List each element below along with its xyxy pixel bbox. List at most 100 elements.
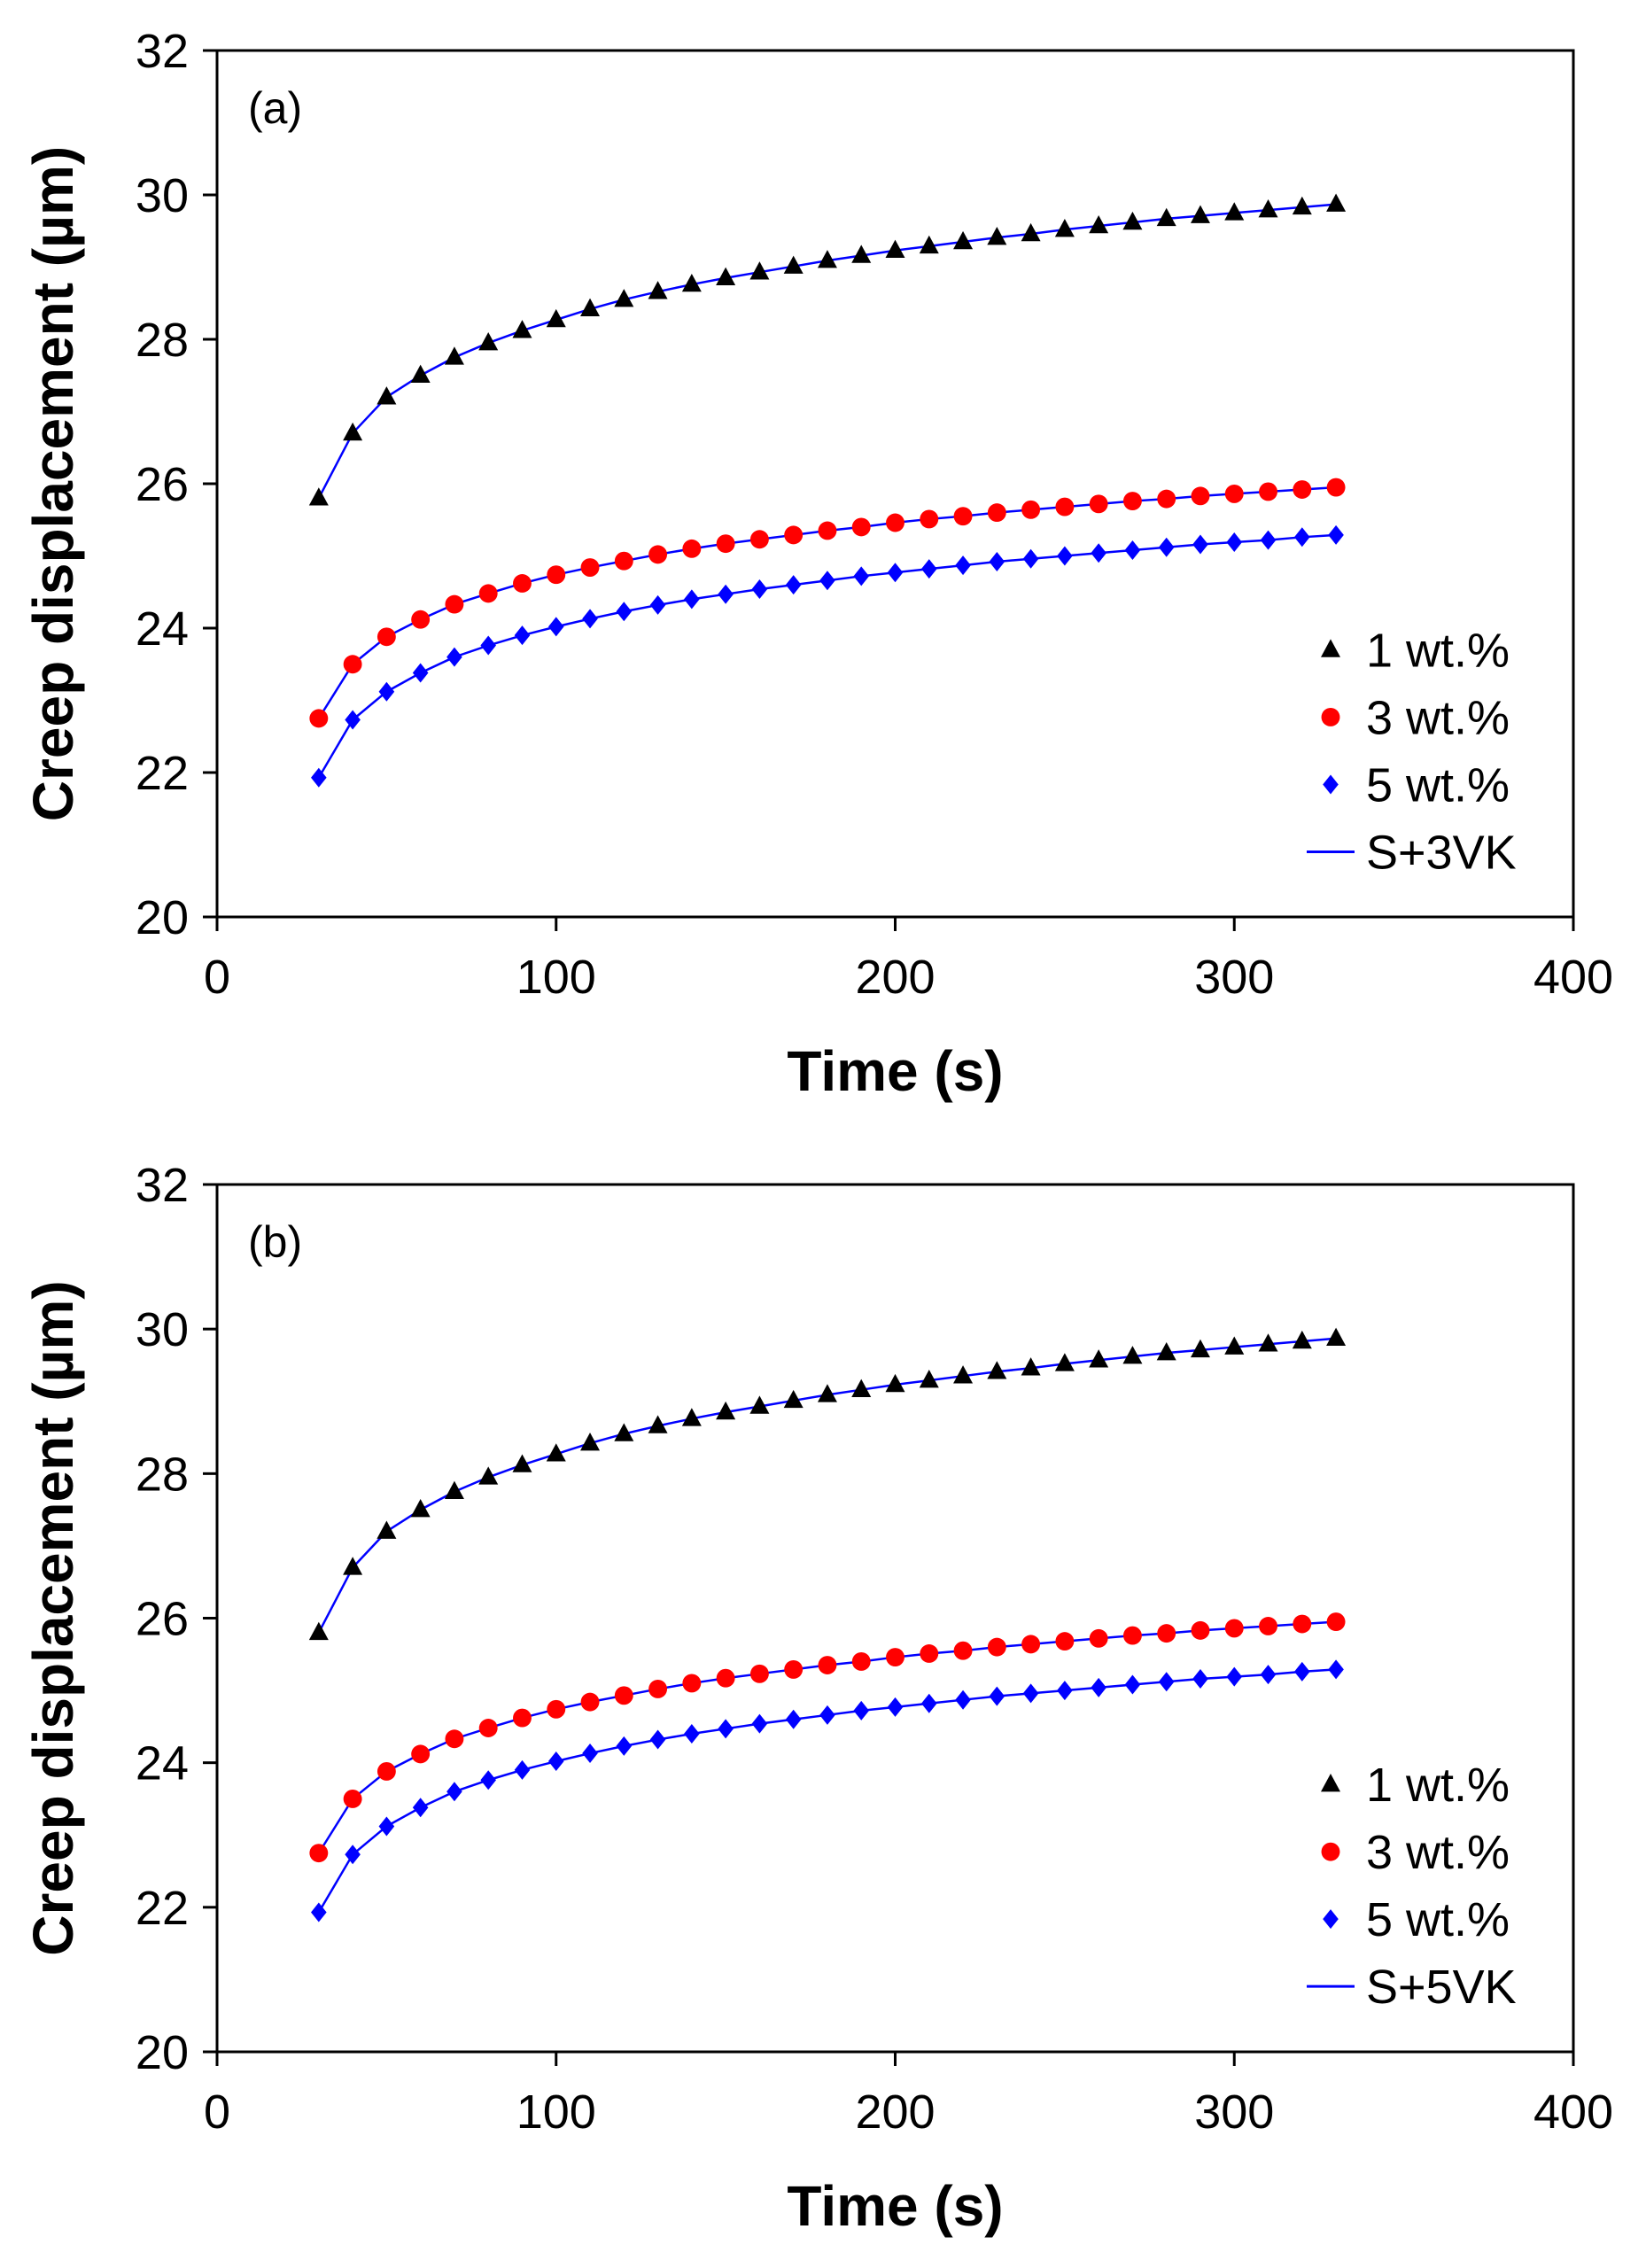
marker-diamond [1158, 537, 1175, 557]
marker-circle [1326, 1612, 1346, 1632]
marker-circle [411, 610, 431, 629]
marker-diamond [1323, 774, 1339, 795]
x-tick-label: 400 [1533, 951, 1613, 1004]
marker-triangle [681, 1408, 702, 1426]
marker-circle [1055, 1632, 1075, 1651]
series-1-wt- [308, 1327, 1347, 1641]
legend-label: 1 wt.% [1366, 1759, 1510, 1812]
marker-triangle [1224, 1336, 1245, 1355]
legend-label: 5 wt.% [1366, 758, 1510, 812]
marker-circle [784, 1659, 804, 1679]
marker-circle [1021, 1635, 1041, 1654]
marker-triangle [1292, 196, 1312, 215]
y-tick-label: 28 [136, 1448, 189, 1501]
marker-triangle [478, 331, 499, 351]
marker-diamond [1260, 1665, 1277, 1685]
marker-circle [1157, 489, 1176, 509]
marker-circle [818, 521, 837, 540]
marker-triangle [1089, 214, 1109, 234]
marker-triangle [817, 250, 837, 268]
marker-circle [411, 1744, 431, 1764]
marker-triangle [851, 1379, 872, 1397]
y-tick-label: 26 [136, 1593, 189, 1646]
marker-diamond [1294, 527, 1310, 548]
marker-diamond [311, 767, 327, 788]
marker-diamond [819, 1705, 835, 1725]
marker-diamond [785, 1709, 802, 1729]
marker-diamond [412, 1798, 429, 1818]
x-tick-label: 0 [204, 951, 230, 1004]
marker-triangle [1156, 1341, 1176, 1361]
marker-triangle [987, 1361, 1007, 1379]
panel-label: (a) [248, 83, 302, 133]
marker-triangle [580, 298, 601, 317]
marker-diamond [785, 575, 802, 595]
marker-triangle [377, 1520, 397, 1539]
marker-circle [987, 503, 1006, 523]
legend-label: S+3VK [1366, 826, 1517, 879]
marker-diamond [480, 1770, 496, 1790]
marker-triangle [478, 1466, 499, 1485]
legend-label: 3 wt.% [1366, 1826, 1510, 1879]
marker-triangle [410, 364, 431, 383]
y-tick-label: 20 [136, 891, 189, 944]
marker-triangle [885, 239, 905, 259]
marker-circle [513, 1708, 532, 1728]
y-axis-label: Creep displacement (µm) [21, 1280, 85, 1955]
marker-diamond [989, 1686, 1005, 1706]
marker-diamond [345, 710, 361, 730]
marker-diamond [378, 1816, 395, 1837]
marker-diamond [819, 571, 835, 591]
marker-triangle [681, 273, 702, 292]
marker-diamond [955, 1689, 971, 1710]
marker-diamond [853, 1700, 870, 1720]
marker-triangle [546, 308, 566, 328]
marker-diamond [920, 1693, 937, 1713]
marker-triangle [783, 1389, 804, 1409]
marker-triangle [716, 267, 736, 285]
x-tick-label: 100 [516, 951, 596, 1004]
marker-diamond [1022, 548, 1039, 569]
marker-circle [614, 551, 633, 571]
marker-circle [377, 627, 396, 647]
chart-panel-b: 20 22 24 26 28 30 32 0 100 200 300 400 Time (s) Creep… [21, 1159, 1613, 2238]
marker-circle [953, 1641, 973, 1660]
marker-diamond [684, 1724, 700, 1744]
marker-triangle [1054, 219, 1075, 237]
x-axis-label: Time (s) [787, 2174, 1003, 2238]
marker-triangle [885, 1373, 905, 1393]
marker-diamond [446, 1782, 462, 1802]
marker-circle [1293, 480, 1312, 499]
y-tick-label: 28 [136, 314, 189, 367]
marker-triangle [1321, 1774, 1340, 1792]
marker-diamond [311, 1902, 327, 1922]
marker-circle [1321, 708, 1340, 726]
marker-diamond [412, 663, 429, 683]
y-tick-label: 30 [136, 169, 189, 222]
marker-circle [1191, 486, 1210, 506]
legend-label: 3 wt.% [1366, 691, 1510, 744]
marker-diamond [649, 1729, 666, 1750]
marker-circle [1326, 478, 1346, 497]
marker-triangle [444, 346, 464, 365]
marker-triangle [1292, 1330, 1312, 1349]
marker-circle [343, 1790, 362, 1808]
marker-triangle [580, 1432, 601, 1451]
marker-circle [1055, 497, 1075, 517]
marker-triangle [546, 1443, 566, 1462]
marker-diamond [1022, 1683, 1039, 1704]
marker-triangle [648, 281, 668, 299]
marker-circle [1259, 482, 1277, 501]
marker-circle [1224, 1619, 1244, 1638]
marker-triangle [1054, 1353, 1075, 1371]
panel-label: (b) [248, 1217, 302, 1267]
marker-diamond [718, 584, 734, 604]
y-tick-label: 26 [136, 458, 189, 511]
marker-circle [851, 517, 871, 537]
marker-circle [478, 1719, 498, 1737]
fit-line [317, 1337, 1337, 1634]
marker-diamond [1124, 1674, 1141, 1695]
marker-diamond [514, 1759, 531, 1780]
marker-triangle [410, 1499, 431, 1518]
y-tick-label: 24 [136, 602, 189, 656]
